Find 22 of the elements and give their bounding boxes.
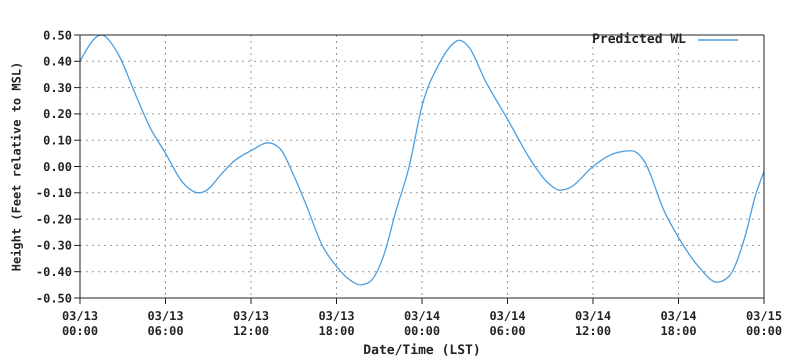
- x-tick-label: 03/14 00:00: [404, 309, 440, 338]
- y-tick-label: -0.30: [36, 238, 72, 253]
- x-axis-title: Date/Time (LST): [363, 343, 481, 358]
- y-tick-label: -0.20: [36, 212, 72, 226]
- x-tick-label: 03/14 06:00: [489, 309, 526, 338]
- y-tick-label: -0.50: [36, 291, 72, 306]
- y-tick-label: 0.40: [43, 54, 72, 69]
- y-tick-label: 0.10: [43, 133, 72, 148]
- y-tick-label: -0.40: [36, 264, 72, 279]
- x-tick-label: 03/13 06:00: [147, 309, 184, 338]
- x-tick-label: 03/14 12:00: [574, 309, 612, 338]
- y-tick-label: -0.10: [36, 186, 72, 200]
- x-tick-label: 03/14 18:00: [660, 309, 697, 338]
- x-tick-label: 03/13 12:00: [232, 309, 270, 338]
- x-tick-label: 03/13 18:00: [318, 309, 355, 338]
- y-tick-label: 0.00: [43, 160, 72, 174]
- y-tick-label: 0.50: [43, 28, 72, 42]
- y-axis-title: Height (Feet relative to MSL): [9, 62, 24, 272]
- x-tick-label: 03/13 00:00: [62, 309, 98, 338]
- x-tick-label: 03/15 00:00: [746, 309, 782, 338]
- y-tick-label: 0.30: [43, 80, 72, 95]
- y-tick-label: 0.20: [43, 107, 72, 122]
